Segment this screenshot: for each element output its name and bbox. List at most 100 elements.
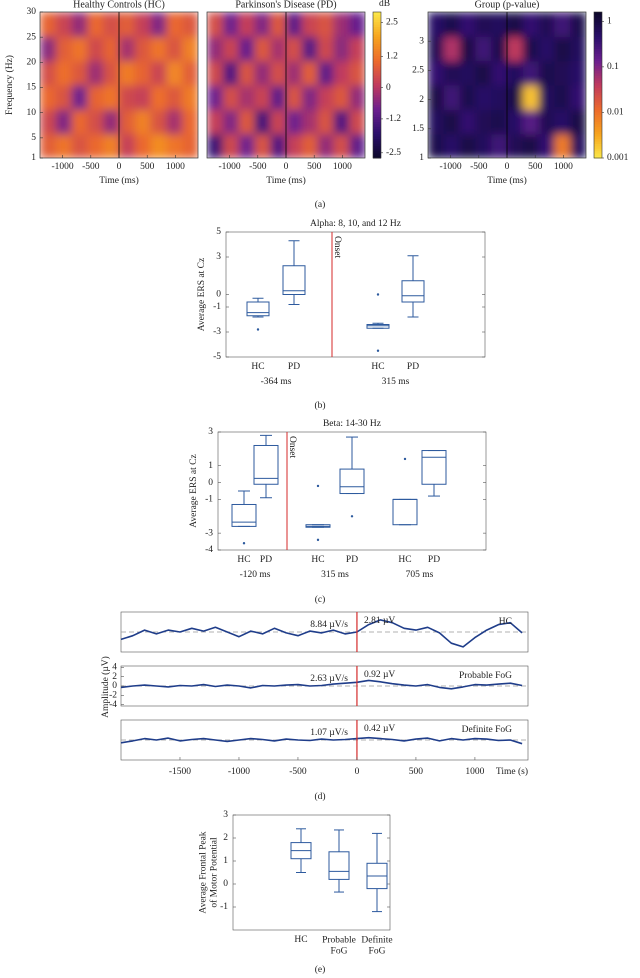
colorbar-swatch [594, 155, 602, 159]
heatmap-cell [150, 109, 167, 135]
heatmap-cell [333, 60, 350, 86]
y-tick-label: 1 [419, 153, 424, 163]
colorbar-swatch [594, 133, 602, 137]
x-tick-label: 500 [307, 162, 322, 172]
x-tick-label: 0 [117, 162, 122, 172]
heatmap-cell [87, 133, 104, 158]
heatmap-cell [134, 109, 152, 135]
heatmap-cell [570, 12, 586, 37]
heatmap-cells [207, 12, 365, 158]
y-tick-label: 3 [419, 36, 424, 46]
heatmap-cell [182, 133, 198, 158]
heatmap-cell [119, 109, 136, 135]
y-tick-label: 2 [223, 833, 228, 843]
plot-frame [225, 231, 486, 358]
heatmap-cell [87, 85, 104, 110]
heatmap-cell [55, 109, 73, 135]
heatmap [428, 12, 586, 158]
heatmap-cell [317, 12, 334, 37]
heatmap-cell [182, 36, 198, 62]
category-label: PD [428, 555, 440, 565]
colorbar-swatch [373, 143, 381, 147]
heatmap-cell [207, 36, 224, 62]
colorbar-swatch [373, 109, 381, 113]
heatmap-cell [238, 12, 255, 37]
colorbar-swatch [594, 89, 602, 93]
colorbar-swatch [594, 140, 602, 144]
y-tick-label: 10 [27, 108, 37, 118]
onset-label: Onset [332, 236, 342, 259]
heatmap-cell [150, 36, 167, 62]
heatmap-cell [333, 85, 350, 110]
heatmap-cell [554, 36, 571, 62]
heatmap-cell [428, 12, 445, 37]
colorbar-swatch [594, 116, 602, 120]
heatmap-cell [286, 36, 303, 62]
y-tick-label: -1 [220, 902, 228, 912]
colorbar-tick-label: -2.5 [386, 148, 401, 158]
heatmap-cell [71, 133, 88, 158]
category-label: HC [294, 935, 307, 945]
group-label: 315 ms [382, 377, 410, 387]
colorbar-swatch [594, 97, 602, 101]
heatmap-cell [443, 109, 461, 135]
colorbar-swatch [594, 121, 602, 125]
y-tick-label: -3 [213, 327, 221, 337]
heatmap-cell [459, 60, 476, 86]
heatmap-cell [301, 109, 319, 135]
heatmap-cell [103, 60, 120, 86]
heatmap-cell [491, 36, 508, 62]
heatmap-cell [507, 12, 524, 37]
colorbar-swatch [594, 26, 602, 30]
colorbar-swatch [373, 114, 381, 118]
colorbar-swatch [373, 136, 381, 140]
heatmap-cell [238, 133, 255, 158]
colorbar-tick-label: 0.01 [607, 108, 624, 118]
heatmap-cell [301, 36, 319, 62]
heatmap-cell [491, 133, 508, 158]
colorbar-swatch [594, 102, 602, 105]
outlier [376, 349, 380, 352]
colorbar-swatch [373, 16, 381, 20]
heatmap [207, 12, 365, 158]
heatmap-cell [428, 60, 445, 86]
heatmap-cell [349, 60, 365, 86]
colorbar-swatch [594, 148, 602, 152]
colorbar-swatch [594, 104, 602, 108]
colorbar-swatch [594, 31, 602, 35]
x-tick-label: 0 [355, 767, 360, 777]
heatmap-cell [207, 109, 224, 135]
x-tick-label: 500 [528, 162, 543, 172]
heatmap-cell [570, 36, 586, 62]
heatmap-cell [475, 85, 492, 110]
y-axis-label: Amplitude (µV) [100, 656, 111, 718]
heatmap-cell [182, 60, 198, 86]
heatmap-cell [459, 133, 476, 158]
heatmap-cell [166, 12, 183, 37]
colorbar-swatch [373, 53, 381, 57]
y-tick-label: 25 [27, 32, 37, 42]
colorbar-swatch [594, 53, 602, 57]
box [282, 265, 306, 295]
x-axis-label: Time (s) [496, 766, 528, 777]
colorbar-swatch [594, 80, 602, 84]
series-name: Definite FoG [462, 724, 513, 735]
heatmap-cell [554, 109, 571, 135]
heatmap-cell [443, 12, 461, 37]
heatmap-cell [443, 60, 461, 86]
x-tick-label: -500 [470, 162, 488, 172]
heatmap-cell [55, 133, 73, 158]
colorbar-swatch [594, 106, 602, 110]
heatmap-cell [475, 133, 492, 158]
colorbar-swatch [594, 92, 602, 96]
heatmap-cell [222, 109, 240, 135]
x-tick-label: 1000 [166, 162, 185, 172]
category-label: PD [288, 362, 300, 372]
heatmap-cell [166, 36, 183, 62]
category-label: Probable FoG [322, 936, 356, 957]
panel-label: (b) [314, 400, 325, 411]
heatmap-cell [270, 85, 287, 110]
heatmap-cell [238, 109, 255, 135]
y-tick-label: 20 [27, 58, 37, 68]
colorbar-tick-label: -1.2 [386, 114, 401, 124]
